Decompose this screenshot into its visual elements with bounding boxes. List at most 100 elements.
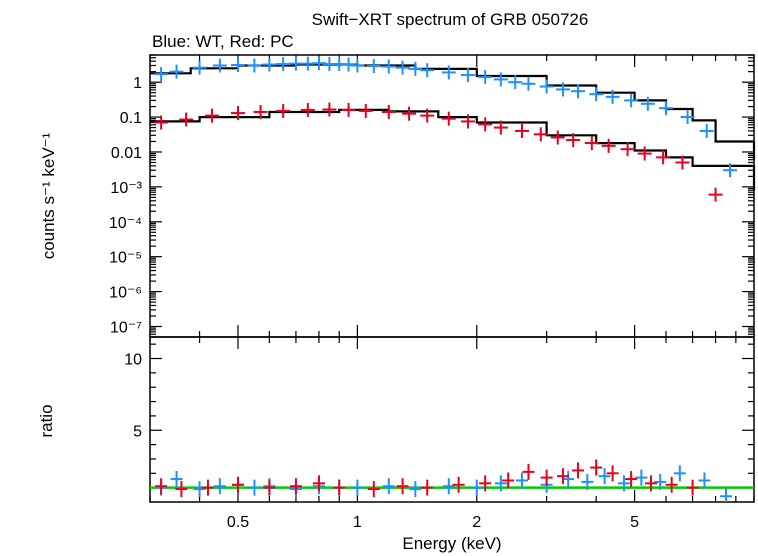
spectrum-data-point: [358, 103, 373, 118]
ratio-data-point: [502, 472, 515, 489]
spectrum-data-point: [514, 123, 529, 138]
ratio-data-point: [522, 463, 535, 480]
spectrum-data-point: [247, 58, 262, 73]
x-tick-label: 0.5: [227, 514, 249, 531]
ratio-data-point: [665, 476, 678, 493]
spectrum-data-point: [169, 64, 184, 79]
spectrum-data-point: [154, 67, 169, 82]
spectrum-y-tick-label: 10⁻³: [110, 180, 142, 197]
x-tick-labels: 0.5 1 2 5: [227, 514, 639, 531]
spectrum-data-point: [366, 59, 381, 74]
ratio-data-point: [409, 481, 422, 498]
ratio-data-point: [720, 488, 733, 502]
spectrum-data-point: [253, 104, 268, 119]
ratio-data-point: [598, 468, 611, 485]
spectrum-y-tick-label: 0.1: [120, 110, 142, 127]
ratio-y-tick-labels: 5 10: [124, 352, 142, 441]
ratio-data-points: [155, 459, 733, 502]
spectrum-data-point: [571, 84, 586, 99]
spectrum-data-point: [460, 114, 475, 129]
ratio-data-point: [396, 478, 409, 495]
spectrum-data-points: [154, 56, 738, 202]
ratio-data-point: [617, 475, 630, 492]
chart-subtitle: Blue: WT, Red: PC: [152, 32, 294, 51]
spectrum-data-point: [230, 58, 245, 73]
spectrum-data-point: [420, 63, 435, 78]
spectrum-data-point: [276, 103, 291, 118]
spectrum-data-point: [539, 79, 554, 94]
spectrum-y-tick-labels: 1 0.1 0.01 10⁻³ 10⁻⁴ 10⁻⁵ 10⁻⁶ 10⁻⁷: [109, 75, 143, 336]
spectrum-y-tick-label: 10⁻⁶: [109, 285, 142, 302]
spectrum-data-point: [322, 102, 337, 117]
spectrum-data-point: [556, 82, 571, 97]
x-tick-label: 1: [353, 514, 362, 531]
spectrum-data-point: [640, 96, 655, 111]
spectrum-data-point: [493, 72, 508, 87]
spectrum-data-point: [659, 101, 674, 116]
ratio-data-point: [673, 465, 686, 482]
spectrum-data-point: [605, 89, 620, 104]
ratio-data-point: [654, 473, 667, 490]
ratio-data-point: [515, 472, 528, 489]
spectrum-axis-ticks: [149, 54, 755, 338]
spectrum-data-point: [637, 146, 652, 161]
ratio-data-point: [263, 479, 276, 496]
ratio-data-point: [557, 468, 570, 485]
spectrum-data-point: [624, 93, 639, 108]
ratio-data-point: [382, 478, 395, 495]
spectrum-data-point: [441, 65, 456, 80]
spectrum-data-point: [493, 120, 508, 135]
spectrum-data-point: [656, 150, 671, 165]
ratio-data-point: [470, 479, 483, 496]
spectrum-data-point: [566, 133, 581, 148]
ratio-data-point: [442, 478, 455, 495]
spectrum-data-point: [533, 127, 548, 142]
spectrum-data-point: [395, 60, 410, 75]
spectrum-data-point: [179, 112, 194, 127]
ratio-data-point: [175, 481, 188, 498]
ratio-data-point: [333, 479, 346, 496]
ratio-data-point: [562, 471, 575, 488]
chart-title: Swift−XRT spectrum of GRB 050726: [312, 10, 589, 29]
spectrum-data-point: [460, 68, 475, 83]
ratio-data-point: [590, 459, 603, 476]
ratio-data-point: [351, 479, 364, 496]
model-curve: [150, 108, 756, 191]
ratio-y-tick-label: 10: [124, 352, 142, 369]
spectrum-data-point: [420, 108, 435, 123]
spectrum-y-tick-label: 0.01: [111, 145, 142, 162]
spectrum-data-point: [699, 123, 714, 138]
ratio-y-tick-label: 5: [133, 423, 142, 440]
x-tick-label: 2: [472, 514, 481, 531]
spectrum-data-point: [550, 130, 565, 145]
spectrum-y-tick-label: 10⁻⁴: [109, 215, 142, 232]
ratio-data-point: [452, 476, 465, 493]
ratio-data-point: [479, 475, 492, 492]
spectrum-data-point: [300, 102, 315, 117]
ratio-data-point: [572, 462, 585, 479]
ratio-data-point: [645, 475, 658, 492]
spectrum-data-point: [680, 110, 695, 125]
ratio-data-point: [231, 476, 244, 493]
ratio-data-point: [421, 479, 434, 496]
x-axis-label: Energy (keV): [402, 534, 501, 553]
ratio-data-point: [170, 471, 183, 488]
spectrum-data-point: [675, 155, 690, 170]
spectrum-data-point: [212, 58, 227, 73]
spectrum-data-point: [341, 102, 356, 117]
spectrum-data-point: [478, 117, 493, 132]
spectrum-data-point: [589, 87, 604, 102]
ratio-data-point: [635, 469, 648, 486]
spectrum-data-point: [584, 136, 599, 151]
ratio-data-point: [581, 473, 594, 490]
ratio-data-point: [289, 478, 302, 495]
spectrum-data-point: [262, 57, 277, 72]
spectrum-data-point: [601, 138, 616, 153]
ratio-data-point: [213, 478, 226, 495]
spectrum-y-tick-label: 10⁻⁵: [109, 250, 142, 267]
ratio-data-point: [312, 475, 325, 492]
spectrum-data-point: [402, 106, 417, 121]
spectrum-data-point: [154, 115, 169, 130]
ratio-data-point: [248, 479, 261, 496]
